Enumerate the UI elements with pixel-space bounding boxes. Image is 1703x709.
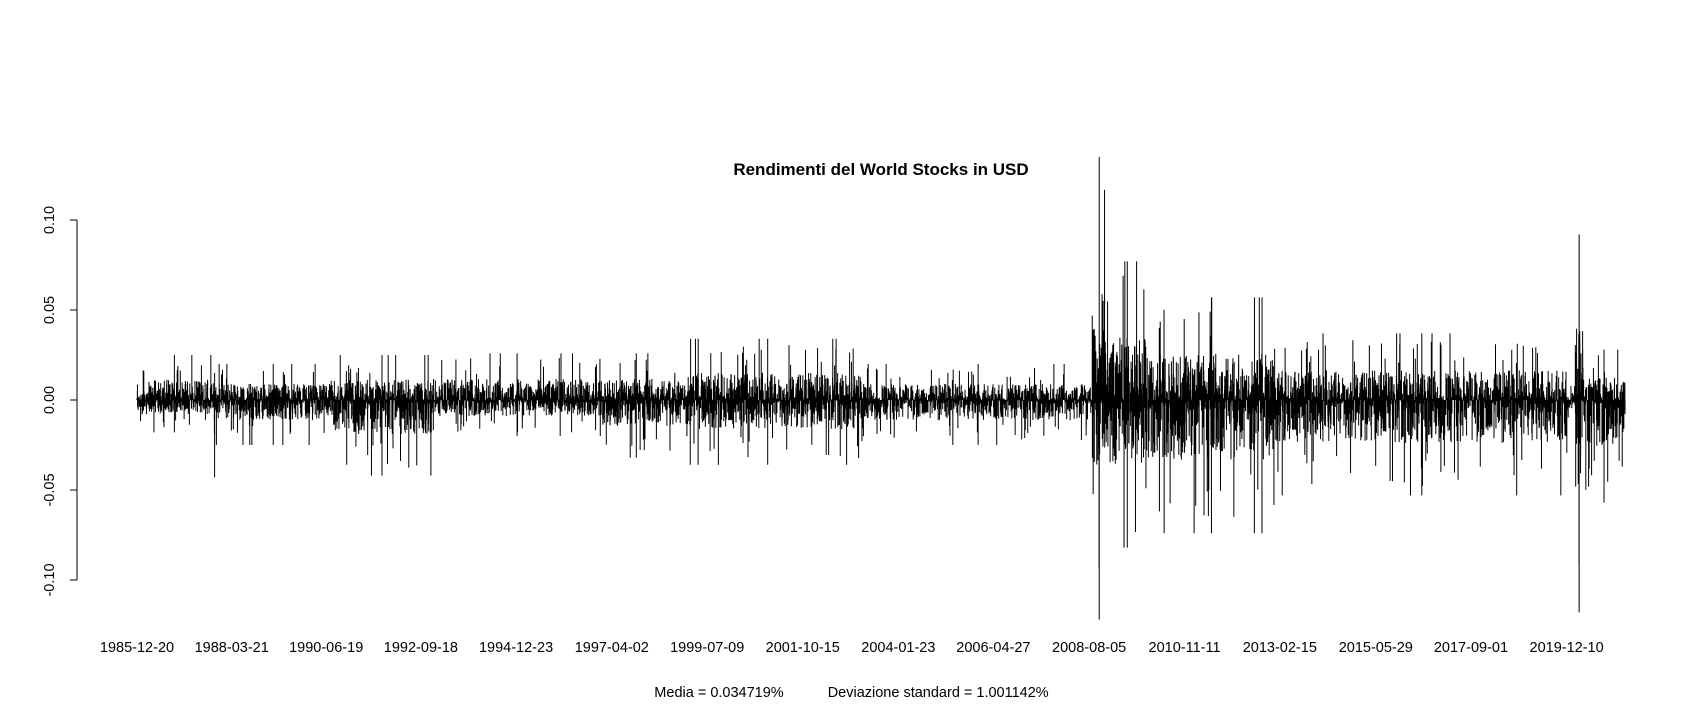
x-tick-label: 2019-12-10	[1530, 640, 1604, 656]
x-axis: 1985-12-20 1988-03-21 1990-06-19 1992-09-18…	[100, 640, 1604, 656]
returns-line	[136, 157, 1626, 620]
y-tick-label: 0.00	[42, 386, 58, 414]
x-tick-label: 1985-12-20	[100, 640, 174, 656]
x-tick-label: 2004-01-23	[861, 640, 935, 656]
x-tick-label: 2013-02-15	[1243, 640, 1317, 656]
x-tick-label: 2017-09-01	[1434, 640, 1508, 656]
x-tick-label: 2015-05-29	[1339, 640, 1413, 656]
chart-title: Rendimenti del World Stocks in USD	[733, 160, 1028, 179]
y-tick-label: 0.05	[42, 296, 58, 324]
x-tick-label: 1992-09-18	[384, 640, 458, 656]
y-tick-label: -0.10	[42, 563, 58, 596]
x-tick-label: 1999-07-09	[670, 640, 744, 656]
mean-label: Media = 0.034719%	[654, 685, 784, 701]
x-tick-label: 2006-04-27	[956, 640, 1030, 656]
x-tick-label: 2001-10-15	[766, 640, 840, 656]
std-label: Deviazione standard = 1.001142%	[827, 685, 1049, 701]
x-tick-label: 1994-12-23	[479, 640, 553, 656]
returns-series	[136, 157, 1626, 620]
chart-footer: Media = 0.034719% Deviazione standard = 1…	[0, 685, 1703, 701]
x-tick-label: 2010-11-11	[1149, 640, 1221, 656]
x-tick-label: 1988-03-21	[195, 640, 269, 656]
x-tick-label: 2008-08-05	[1052, 640, 1126, 656]
x-tick-label: 1997-04-02	[575, 640, 649, 656]
y-tick-label: 0.10	[42, 206, 58, 234]
y-tick-label: -0.05	[42, 473, 58, 506]
x-tick-label: 1990-06-19	[289, 640, 363, 656]
y-axis: -0.10 -0.05 0.00 0.05 0.10	[42, 206, 78, 597]
